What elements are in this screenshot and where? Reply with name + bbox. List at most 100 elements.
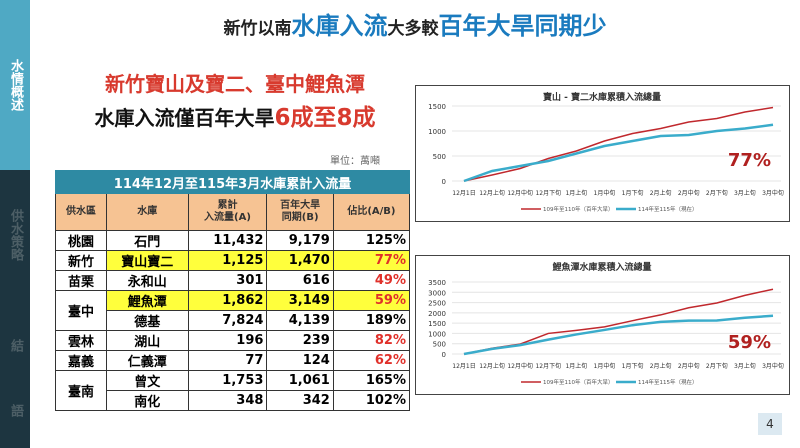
y-tick-label: 2500 [428,300,446,308]
sidebar-item-conclusion-1[interactable]: 結 [8,338,23,352]
legend-label: 114年至115年（現在） [638,205,698,213]
x-tick-label: 12月下旬 [535,189,561,197]
title-part: 新竹以南 [223,19,292,39]
sidebar-item-water-overview[interactable]: 水情概述 [0,0,30,170]
sidebar-item-supply-strategy[interactable]: 供水策略 [8,209,23,261]
cell-a: 196 [187,330,268,351]
chart-title: 寶山 - 寶二水庫累積入流總量 [543,91,661,103]
y-tick-label: 1000 [428,128,446,136]
cell-a: 1,125 [187,250,268,271]
column-header: 百年大旱 同期(B) [266,193,334,231]
cell-ratio: 62% [332,350,411,371]
cell-ratio: 102% [332,390,411,411]
x-tick-label: 12月中旬 [507,189,533,197]
cell-b: 4,139 [266,310,334,331]
cell-ratio: 125% [332,230,411,251]
cell-reservoir: 仁義潭 [106,350,189,371]
y-tick-label: 1000 [428,330,446,338]
x-tick-label: 3月中旬 [762,189,784,197]
cell-ratio: 49% [332,270,411,291]
cell-region: 臺中 [54,290,108,331]
cell-a: 1,753 [187,370,268,391]
cell-ratio: 82% [332,330,411,351]
page-number: 4 [758,413,782,435]
cell-b: 1,061 [266,370,334,391]
cell-a: 11,432 [187,230,268,251]
cell-a: 77 [187,350,268,371]
cell-region: 苗栗 [54,270,108,291]
series-line [463,123,774,183]
column-header: 佔比(A/B) [332,193,411,231]
x-tick-label: 2月下旬 [706,362,728,370]
title-part: 大多較 [387,19,439,39]
cell-b: 616 [266,270,334,291]
y-tick-label: 500 [433,153,446,161]
cell-reservoir: 南化 [106,390,189,411]
title-part-highlight: 水庫入流 [291,12,388,40]
column-header: 累計 入流量(A) [187,193,268,231]
x-tick-label: 12月1日 [452,363,475,370]
subtitle-line2: 水庫入流僅百年大旱6成至8成 [60,98,410,132]
cell-reservoir: 曾文 [106,370,189,391]
table-row: 雲林 湖山 196 239 82% [54,330,411,351]
table-caption: 114年12月至115年3月水庫累計入流量 [55,170,410,194]
cell-region: 桃園 [54,230,108,251]
series-line [463,288,774,355]
y-tick-label: 3500 [428,279,446,287]
cell-ratio: 189% [332,310,411,331]
x-tick-label: 1月中旬 [594,189,616,197]
legend-label: 114年至115年（現在） [638,378,698,386]
page-title: 新竹以南水庫入流大多較百年大旱同期少 [30,6,800,41]
inflow-table: 114年12月至115年3月水庫累計入流量 供水區 水庫 累計 入流量(A) 百年大旱… [54,170,411,411]
x-tick-label: 1月中旬 [594,362,616,370]
cell-reservoir: 石門 [106,230,189,251]
x-tick-label: 12月中旬 [507,362,533,370]
series-line [463,106,774,182]
table-row: 德基 7,824 4,139 189% [56,310,411,331]
x-tick-label: 2月中旬 [678,189,700,197]
cell-a: 348 [187,390,268,411]
legend-label: 109年至110年（百年大旱） [543,378,614,386]
cell-ratio: 77% [332,250,411,271]
sidebar-item-conclusion-2[interactable]: 語 [8,403,23,417]
cell-reservoir: 永和山 [106,270,189,291]
chart-baoshan: 寶山 - 寶二水庫累積入流總量 0 500 1000 1500 12月1日 12月上旬 12月… [415,85,790,222]
subtitle-text: 水庫入流僅百年大旱 [94,106,275,130]
cell-a: 301 [187,270,268,291]
cell-b: 342 [266,390,334,411]
cell-reservoir: 湖山 [106,330,189,351]
cell-b: 9,179 [266,230,334,251]
column-header: 供水區 [54,193,108,231]
table-row: 臺中 鯉魚潭 1,862 3,149 59% [54,290,411,331]
table-row: 新竹 寶山寶二 1,125 1,470 77% [54,250,411,271]
x-tick-label: 2月上旬 [650,189,672,197]
cell-b: 1,470 [266,250,334,271]
x-tick-label: 2月下旬 [706,189,728,197]
y-tick-label: 2000 [428,310,446,318]
table-row: 桃園 石門 11,432 9,179 125% [54,230,411,251]
unit-label: 單位：萬噸 [330,156,380,167]
table-row: 南化 348 342 102% [56,390,411,411]
x-tick-label: 3月上旬 [734,362,756,370]
x-tick-label: 2月中旬 [678,362,700,370]
cell-ratio: 165% [332,370,411,391]
x-tick-label: 3月中旬 [762,362,784,370]
x-tick-label: 12月上旬 [479,362,505,370]
x-tick-label: 1月下旬 [622,189,644,197]
cell-a: 7,824 [187,310,268,331]
subtitle-highlight: 6成至8成 [274,105,376,131]
table-row: 臺南 曾文 1,753 1,061 165% [54,370,411,411]
sidebar: 水情概述 供水策略 結 語 [0,0,30,448]
y-tick-label: 0 [442,178,446,186]
subtitle-line1: 新竹寶山及寶二、臺中鯉魚潭 [105,72,365,96]
chart-title: 鯉魚潭水庫累積入流總量 [552,261,651,273]
title-part-highlight: 百年大旱同期少 [438,12,607,40]
x-tick-label: 12月下旬 [535,362,561,370]
x-tick-label: 1月上旬 [565,362,587,370]
chart-liyutan: 鯉魚潭水庫累積入流總量 0 500 1000 1500 2000 2500 3000 3500 1… [415,255,790,395]
column-header: 水庫 [106,193,189,231]
table-row: 嘉義 仁義潭 77 124 62% [54,350,411,371]
cell-region: 新竹 [54,250,108,271]
ratio-annotation: 59% [728,332,771,353]
cell-region: 雲林 [54,330,108,351]
